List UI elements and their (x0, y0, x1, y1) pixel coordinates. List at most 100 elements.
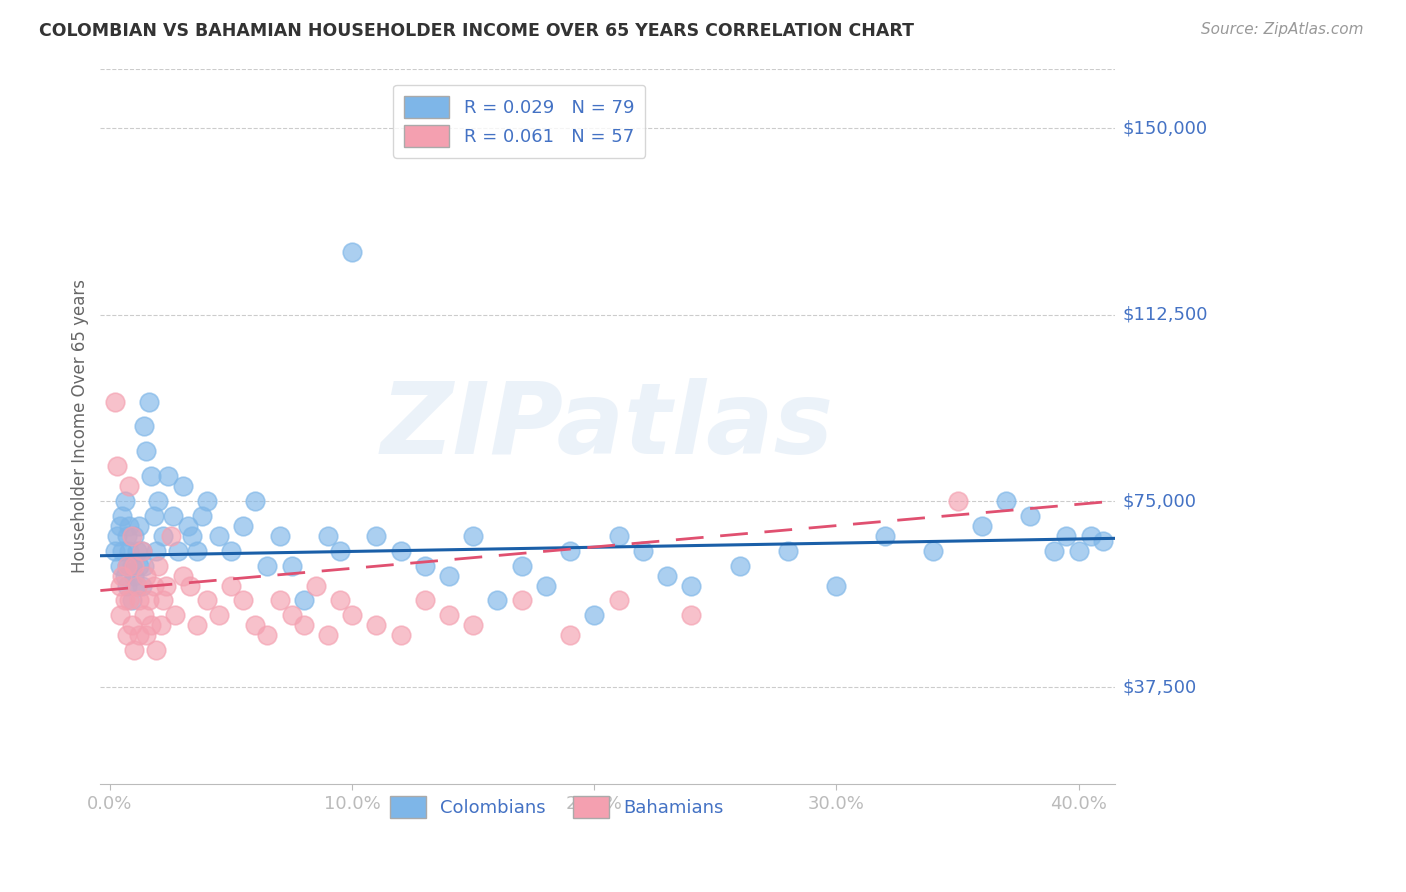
Point (111, 508, 134, 523)
Point (115, 578, 138, 592)
Point (135, 628, 157, 642)
Point (172, 568, 194, 582)
Point (145, 543, 167, 558)
Point (437, 608, 460, 623)
Point (176, 519, 198, 533)
Point (125, 578, 148, 592)
Point (104, 543, 127, 558)
Point (157, 469, 180, 483)
Point (132, 558, 155, 573)
Point (195, 494, 218, 508)
Point (135, 568, 157, 582)
Point (413, 593, 436, 607)
Text: $75,000: $75,000 (1122, 492, 1197, 510)
Point (1067, 543, 1090, 558)
Point (280, 558, 302, 573)
Point (1080, 529, 1102, 543)
Point (486, 593, 509, 607)
Point (389, 628, 412, 642)
Point (219, 543, 242, 558)
Point (558, 543, 581, 558)
Point (269, 529, 291, 543)
Point (105, 459, 128, 474)
Point (115, 628, 138, 642)
Point (681, 608, 703, 623)
Text: $37,500: $37,500 (1122, 679, 1197, 697)
Point (558, 628, 581, 642)
Point (121, 558, 143, 573)
Point (389, 543, 412, 558)
Point (121, 593, 143, 607)
Point (141, 469, 163, 483)
Point (208, 608, 231, 623)
Point (1056, 529, 1078, 543)
Point (105, 529, 128, 543)
Point (825, 578, 848, 592)
Point (148, 494, 170, 508)
Text: $112,500: $112,500 (1122, 306, 1208, 324)
Point (114, 568, 136, 582)
Point (155, 578, 177, 592)
Point (256, 558, 278, 573)
Point (115, 529, 138, 543)
Point (128, 593, 150, 607)
Point (125, 543, 148, 558)
Point (125, 578, 148, 592)
Point (256, 628, 278, 642)
Point (232, 519, 254, 533)
Point (195, 593, 218, 607)
Point (141, 618, 163, 632)
Point (366, 618, 388, 632)
Point (135, 444, 157, 458)
Point (1043, 543, 1066, 558)
Point (118, 519, 141, 533)
Point (131, 543, 153, 558)
Point (316, 529, 339, 543)
Point (510, 593, 533, 607)
Point (118, 543, 141, 558)
Point (463, 618, 485, 632)
Point (148, 558, 170, 573)
Point (179, 578, 201, 592)
Point (159, 529, 181, 543)
Point (463, 529, 485, 543)
Point (922, 543, 945, 558)
Point (111, 543, 134, 558)
Point (152, 529, 174, 543)
Point (340, 608, 363, 623)
Point (292, 618, 315, 632)
Point (111, 568, 134, 582)
Point (115, 558, 138, 573)
Point (655, 568, 678, 582)
Point (165, 608, 187, 623)
Point (131, 578, 153, 592)
Point (946, 494, 969, 508)
Point (108, 578, 131, 592)
Point (970, 519, 993, 533)
Point (118, 593, 141, 607)
Point (245, 494, 267, 508)
Point (269, 593, 291, 607)
Point (122, 558, 145, 573)
Point (172, 479, 194, 493)
Point (437, 568, 460, 582)
Point (115, 558, 138, 573)
Point (128, 558, 150, 573)
Point (631, 543, 654, 558)
Point (108, 519, 131, 533)
Legend: Colombians, Bahamians: Colombians, Bahamians (382, 789, 731, 825)
Point (994, 494, 1017, 508)
Point (122, 643, 145, 657)
Point (232, 593, 254, 607)
Point (122, 568, 145, 582)
Point (132, 608, 155, 623)
Point (122, 529, 145, 543)
Text: ZIPatlas: ZIPatlas (381, 378, 834, 475)
Point (340, 245, 363, 260)
Point (131, 543, 153, 558)
Point (316, 628, 339, 642)
Point (681, 578, 703, 592)
Point (873, 529, 896, 543)
Point (1019, 508, 1042, 523)
Point (583, 608, 606, 623)
